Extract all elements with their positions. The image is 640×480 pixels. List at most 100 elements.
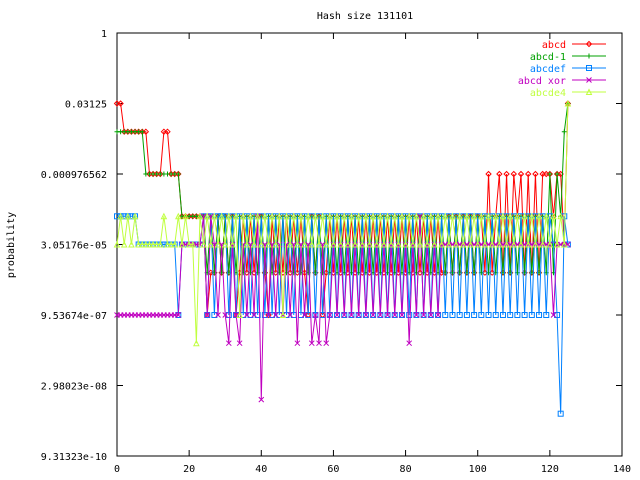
data-point-marker <box>514 212 521 220</box>
data-point-marker <box>413 212 420 220</box>
data-point-marker <box>488 240 496 248</box>
data-point-marker <box>351 240 359 248</box>
data-point-marker <box>268 212 276 220</box>
data-point-marker <box>189 240 197 248</box>
data-point-marker <box>496 170 503 178</box>
data-point-marker <box>395 240 402 248</box>
data-point-marker <box>503 240 510 248</box>
data-point-marker <box>449 312 456 318</box>
data-point-marker <box>355 212 362 220</box>
data-point-marker <box>427 312 434 318</box>
data-point-marker <box>283 212 290 220</box>
data-point-marker <box>560 240 568 248</box>
data-point-marker <box>211 212 218 220</box>
data-point-marker <box>510 170 517 178</box>
data-point-marker <box>261 212 269 220</box>
data-point-marker <box>312 312 319 318</box>
data-point-marker <box>229 240 236 248</box>
data-point-marker <box>536 312 543 318</box>
data-point-marker <box>215 312 221 318</box>
legend-label: abcd xor <box>518 76 566 87</box>
data-point-marker <box>222 312 229 318</box>
data-point-marker <box>507 312 514 318</box>
data-point-marker <box>348 312 355 318</box>
y-axis-label: probability <box>6 212 17 278</box>
data-point-marker <box>142 240 150 248</box>
data-point-marker <box>204 312 211 318</box>
data-point-marker <box>456 312 463 318</box>
x-tick-label: 120 <box>541 464 559 475</box>
data-point-marker <box>272 312 279 318</box>
data-point-marker <box>585 40 593 48</box>
data-point-marker <box>344 240 352 248</box>
data-point-marker <box>553 240 561 248</box>
data-point-marker <box>221 240 229 248</box>
data-point-marker <box>294 340 301 347</box>
legend-label: abcd <box>542 40 566 51</box>
data-point-marker <box>316 340 322 347</box>
data-point-marker <box>377 312 384 318</box>
data-point-marker <box>510 240 518 248</box>
y-tick-label: 0.000976562 <box>41 170 107 181</box>
data-point-marker <box>333 212 341 220</box>
data-point-marker <box>398 212 406 220</box>
data-point-marker <box>160 212 168 220</box>
data-point-marker <box>261 312 268 318</box>
x-axis: 0 20 40 60 80 100 120 140 <box>114 33 631 475</box>
data-point-marker <box>406 312 413 318</box>
data-point-marker <box>167 240 175 248</box>
data-point-marker <box>550 312 557 318</box>
data-point-marker <box>117 100 124 107</box>
data-point-marker <box>337 240 344 248</box>
data-point-marker <box>373 240 381 248</box>
data-point-marker <box>423 240 431 248</box>
data-point-marker <box>225 212 233 220</box>
data-point-marker <box>304 212 312 220</box>
data-point-marker <box>243 240 251 248</box>
data-point-marker <box>254 212 261 220</box>
data-point-marker <box>539 240 546 248</box>
data-point-marker <box>196 212 204 220</box>
data-point-marker <box>420 212 427 220</box>
data-point-marker <box>478 312 485 318</box>
y-tick-label: 0.03125 <box>65 100 107 111</box>
data-point-marker <box>355 312 362 318</box>
data-point-marker <box>297 212 305 220</box>
data-point-marker <box>334 312 340 318</box>
data-point-marker <box>387 240 395 248</box>
data-point-marker <box>557 410 564 417</box>
series-abcde4 <box>113 99 572 347</box>
data-point-marker <box>265 240 272 248</box>
data-point-marker <box>175 212 182 220</box>
series-line <box>116 103 569 344</box>
data-point-marker <box>416 240 424 248</box>
data-point-marker <box>138 240 146 248</box>
data-point-marker <box>528 212 536 220</box>
data-point-marker <box>225 340 232 347</box>
data-point-marker <box>341 312 348 318</box>
data-point-marker <box>366 240 373 248</box>
data-point-marker <box>269 312 276 318</box>
data-point-marker <box>164 128 171 135</box>
y-tick-label: 9.31323e-10 <box>41 452 107 463</box>
data-point-marker <box>391 212 399 220</box>
data-point-marker <box>265 312 272 318</box>
data-point-marker <box>532 240 539 248</box>
data-point-marker <box>521 312 528 318</box>
x-tick-label: 20 <box>183 464 195 475</box>
data-point-marker <box>438 240 445 248</box>
data-point-marker <box>340 212 348 220</box>
y-tick-label: 1 <box>101 29 107 40</box>
data-point-marker <box>128 240 135 248</box>
data-point-marker <box>251 312 257 318</box>
data-point-marker <box>250 240 258 248</box>
data-point-marker <box>492 212 500 220</box>
data-point-marker <box>362 212 370 220</box>
data-point-marker <box>524 240 532 248</box>
data-point-marker <box>225 312 232 318</box>
series-layer <box>113 99 572 417</box>
x-tick-label: 100 <box>469 464 487 475</box>
data-point-marker <box>485 212 492 220</box>
data-point-marker <box>525 170 532 178</box>
